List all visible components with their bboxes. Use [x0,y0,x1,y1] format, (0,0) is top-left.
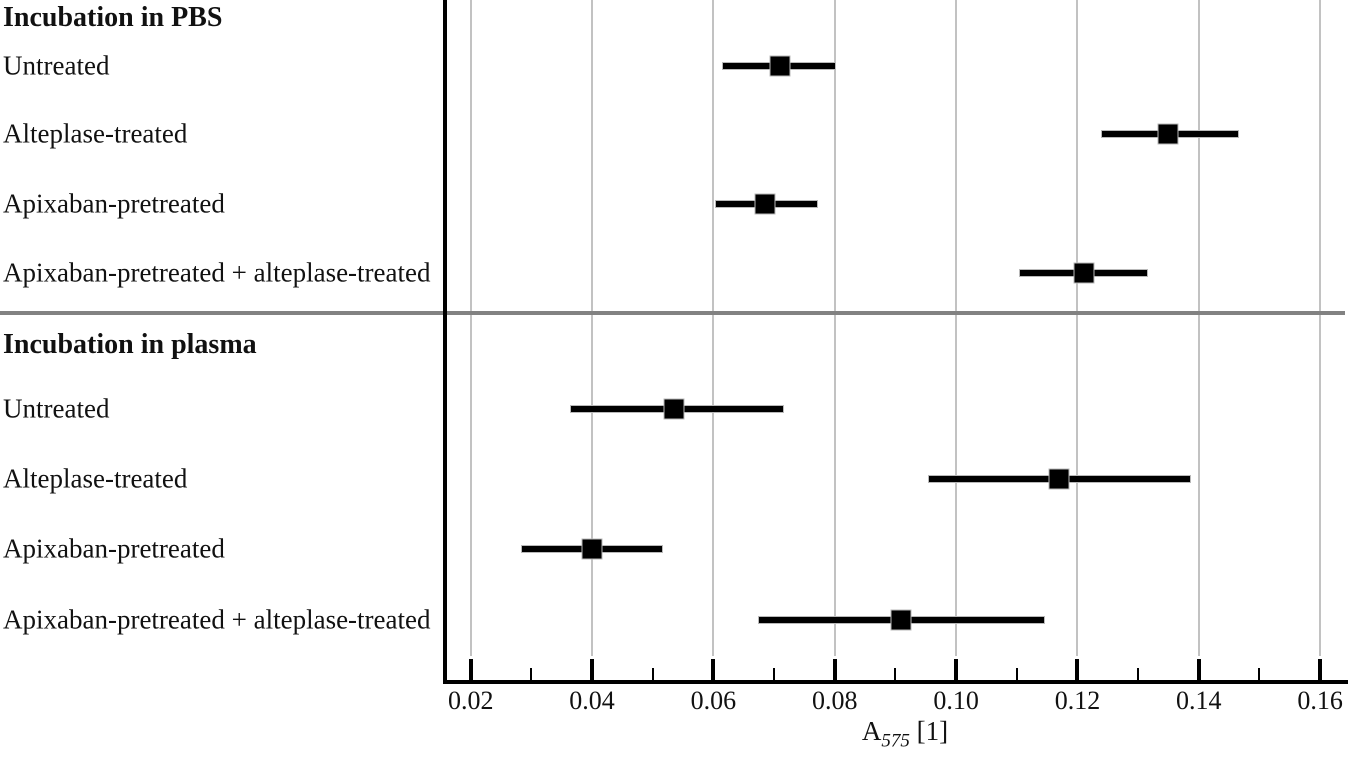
x-tick-label: 0.10 [933,686,979,715]
x-tick-label: 0.14 [1176,686,1222,715]
row-label: Apixaban-pretreated [3,533,225,564]
row-label: Apixaban-pretreated [3,188,225,219]
x-major-tick [468,659,473,680]
x-minor-tick [1137,668,1140,680]
x-axis-title-base: A [861,716,882,746]
section-divider [0,311,1345,315]
data-point-marker [770,56,790,76]
row-label: Apixaban-pretreated + alteplase-treated [3,257,431,288]
row-label: Untreated [3,50,110,81]
x-minor-tick [1015,668,1018,680]
x-major-tick [832,659,837,680]
x-tick-label: 0.16 [1297,686,1343,715]
gridline [955,0,958,656]
gridline [591,0,594,656]
row-label: Alteplase-treated [3,463,188,494]
section-title: Incubation in plasma [3,329,257,360]
x-tick-label: 0.12 [1054,686,1101,715]
x-tick-label: 0.08 [812,686,858,715]
x-axis-line [443,680,1348,684]
gridline [833,0,836,656]
x-major-tick [1075,659,1080,680]
x-tick-label: 0.02 [447,686,494,715]
row-label: Untreated [3,393,110,424]
x-major-tick [711,659,716,680]
data-point-marker [1049,469,1069,489]
x-major-tick [954,659,959,680]
x-tick-label: 0.04 [569,686,615,715]
x-minor-tick [530,668,533,680]
data-point-marker [755,194,775,214]
x-tick-label: 0.06 [690,686,737,715]
gridline [712,0,715,656]
data-point-marker [664,399,684,419]
x-major-tick [1318,659,1323,680]
gridline [469,0,472,656]
x-minor-tick [773,668,776,680]
data-point-marker [891,610,911,630]
row-label: Apixaban-pretreated + alteplase-treated [3,604,431,635]
gridline [1197,0,1200,656]
x-major-tick [1196,659,1201,680]
data-point-marker [582,539,602,559]
x-minor-tick [651,668,654,680]
x-major-tick [590,659,595,680]
x-axis-title-unit: [1] [916,716,949,746]
data-point-marker [1074,263,1094,283]
row-label: Alteplase-treated [3,118,188,149]
gridline [1319,0,1322,656]
data-point-marker [1158,124,1178,144]
section-title: Incubation in PBS [3,2,223,33]
y-axis-spine [443,0,447,684]
x-minor-tick [1258,668,1261,680]
x-axis-title: A575 [1] [862,716,948,752]
x-minor-tick [894,668,897,680]
x-axis-title-subscript: 575 [881,730,910,752]
gridline [1076,0,1079,656]
